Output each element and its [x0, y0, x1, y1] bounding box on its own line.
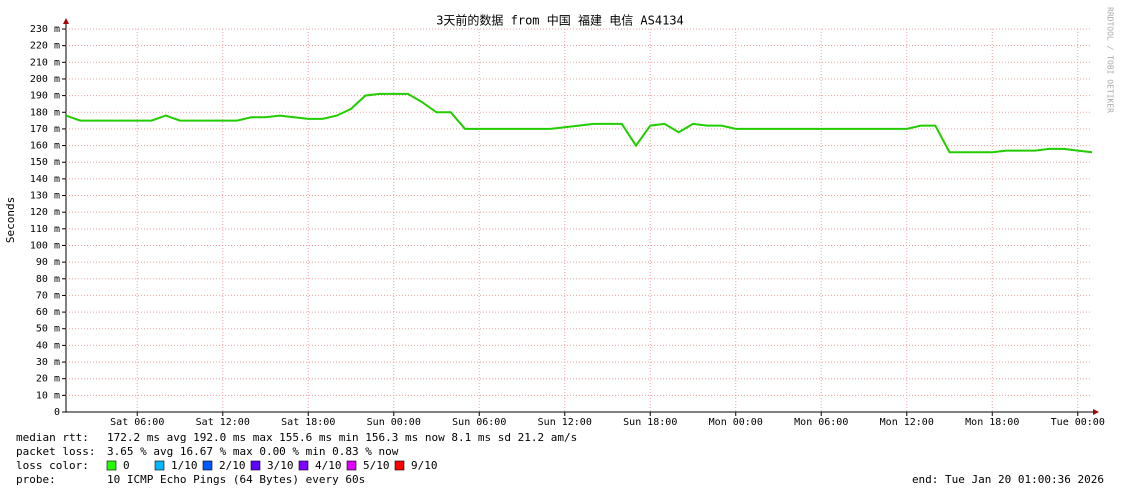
x-tick-label: Sun 18:00 [623, 417, 677, 428]
y-tick-label: 50 m [36, 324, 60, 335]
legend-label: 4/10 [315, 459, 342, 472]
legend-label: 2/10 [219, 459, 246, 472]
x-tick-label: Sat 18:00 [281, 417, 335, 428]
y-tick-label: 200 m [30, 74, 60, 85]
legend-label: 1/10 [171, 459, 198, 472]
stat-text: 172.2 ms avg 192.0 ms max 155.6 ms min 1… [107, 431, 577, 444]
legend-label: 0 [123, 459, 130, 472]
x-tick-label: Sun 06:00 [452, 417, 506, 428]
x-tick-label: Sat 06:00 [110, 417, 164, 428]
legend-swatch [154, 460, 165, 471]
legend-swatch [298, 460, 309, 471]
legend-swatch [250, 460, 261, 471]
y-tick-label: 10 m [36, 390, 60, 401]
y-tick-label: 150 m [30, 157, 60, 168]
x-tick-label: Sat 12:00 [196, 417, 250, 428]
y-tick-label: 80 m [36, 274, 60, 285]
stat-label: packet loss: [16, 445, 95, 458]
y-tick-label: 120 m [30, 207, 60, 218]
y-tick-label: 70 m [36, 290, 60, 301]
legend-swatch [202, 460, 213, 471]
y-tick-label: 230 m [30, 24, 60, 35]
y-tick-label: 0 [54, 407, 60, 418]
median-line [65, 92, 1093, 154]
legend-title: loss color: [16, 459, 89, 472]
end-time: end: Tue Jan 20 01:00:36 2026 [912, 473, 1104, 486]
y-tick-label: 220 m [30, 41, 60, 52]
y-tick-label: 140 m [30, 174, 60, 185]
legend-label: 9/10 [411, 459, 438, 472]
stat-label: median rtt: [16, 431, 89, 444]
watermark: RRDTOOL / TOBI OETIKER [1106, 7, 1115, 113]
x-tick-label: Mon 12:00 [880, 417, 934, 428]
y-tick-label: 170 m [30, 124, 60, 135]
x-tick-label: Mon 00:00 [709, 417, 763, 428]
legend-swatch [346, 460, 357, 471]
axis-arrow [1093, 409, 1099, 415]
y-tick-label: 210 m [30, 57, 60, 68]
y-tick-label: 20 m [36, 374, 60, 385]
legend-swatch [106, 460, 117, 471]
legend-swatch [394, 460, 405, 471]
y-tick-label: 160 m [30, 141, 60, 152]
chart-title: 3天前的数据 from 中国 福建 电信 AS4134 [436, 13, 684, 28]
axis-arrow [63, 18, 69, 24]
x-tick-label: Sun 12:00 [538, 417, 592, 428]
y-tick-label: 90 m [36, 257, 60, 268]
y-tick-label: 110 m [30, 224, 60, 235]
x-tick-label: Mon 18:00 [965, 417, 1019, 428]
y-tick-label: 40 m [36, 340, 60, 351]
probe-text: 10 ICMP Echo Pings (64 Bytes) every 60s [107, 473, 365, 486]
y-tick-label: 30 m [36, 357, 60, 368]
y-tick-label: 190 m [30, 91, 60, 102]
x-tick-label: Sun 00:00 [367, 417, 421, 428]
y-tick-label: 130 m [30, 191, 60, 202]
legend-label: 3/10 [267, 459, 294, 472]
stat-text: 3.65 % avg 16.67 % max 0.00 % min 0.83 %… [107, 445, 399, 458]
x-tick-label: Tue 00:00 [1051, 417, 1105, 428]
y-tick-label: 60 m [36, 307, 60, 318]
y-tick-label: 100 m [30, 240, 60, 251]
x-tick-label: Mon 06:00 [794, 417, 848, 428]
legend-label: 5/10 [363, 459, 390, 472]
probe-label: probe: [16, 473, 56, 486]
y-tick-label: 180 m [30, 107, 60, 118]
y-axis-label: Seconds [4, 197, 17, 243]
